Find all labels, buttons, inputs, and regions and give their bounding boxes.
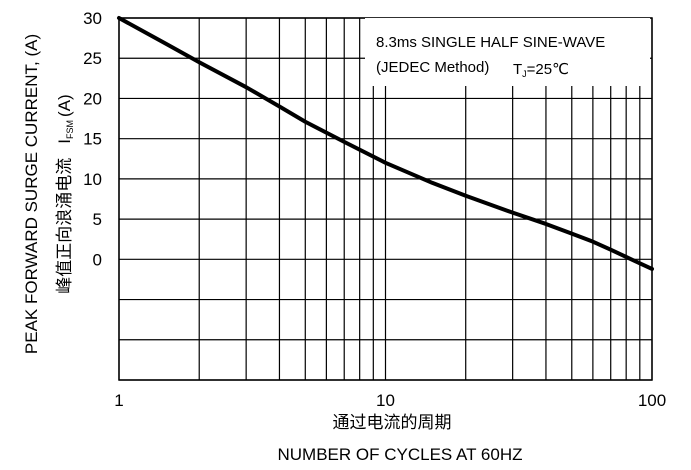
y-axis-symbol-subscript: FSM (65, 120, 75, 139)
annotation-line2: (JEDEC Method) (376, 59, 489, 76)
y-tick-label: 25 (83, 49, 102, 68)
y-tick-label: 20 (83, 89, 102, 108)
x-tick-label: 100 (638, 391, 666, 410)
y-axis-unit: (A) (55, 94, 74, 117)
tick-labels: 1 10 100 30 25 20 15 10 5 0 (83, 9, 666, 410)
y-tick-label: 0 (93, 250, 102, 269)
x-axis-title: NUMBER OF CYCLES AT 60HZ (278, 445, 523, 464)
annotation-temperature: TJ=25℃ (513, 61, 569, 79)
x-axis-title-cn: 通过电流的周期 (333, 413, 452, 432)
annotation-temp-subscript: J (522, 69, 527, 79)
x-tick-label: 10 (376, 391, 395, 410)
x-tick-label: 1 (114, 391, 123, 410)
y-tick-label: 30 (83, 9, 102, 28)
annotation-temp-symbol: T (513, 61, 522, 78)
y-axis-title-cn-group: 峰值正向浪涌电流 IFSM (A) (55, 94, 75, 293)
surge-curve-line (117, 16, 654, 271)
y-tick-label: 15 (83, 130, 102, 149)
y-axis-title-group: PEAK FORWARD SURGE CURRENT, (A) (22, 34, 41, 354)
y-axis-title-cn: 峰值正向浪涌电流 IFSM (A) (55, 94, 75, 293)
y-tick-label: 10 (83, 170, 102, 189)
y-axis-title: PEAK FORWARD SURGE CURRENT, (A) (22, 34, 41, 354)
y-tick-label: 5 (93, 210, 102, 229)
y-axis-symbol: I (55, 139, 74, 144)
annotation-temp-value: =25℃ (527, 61, 569, 78)
annotation-box (365, 18, 650, 86)
y-axis-title-cn-text: 峰值正向浪涌电流 (55, 158, 74, 294)
annotation-line1: 8.3ms SINGLE HALF SINE-WAVE (376, 34, 605, 51)
